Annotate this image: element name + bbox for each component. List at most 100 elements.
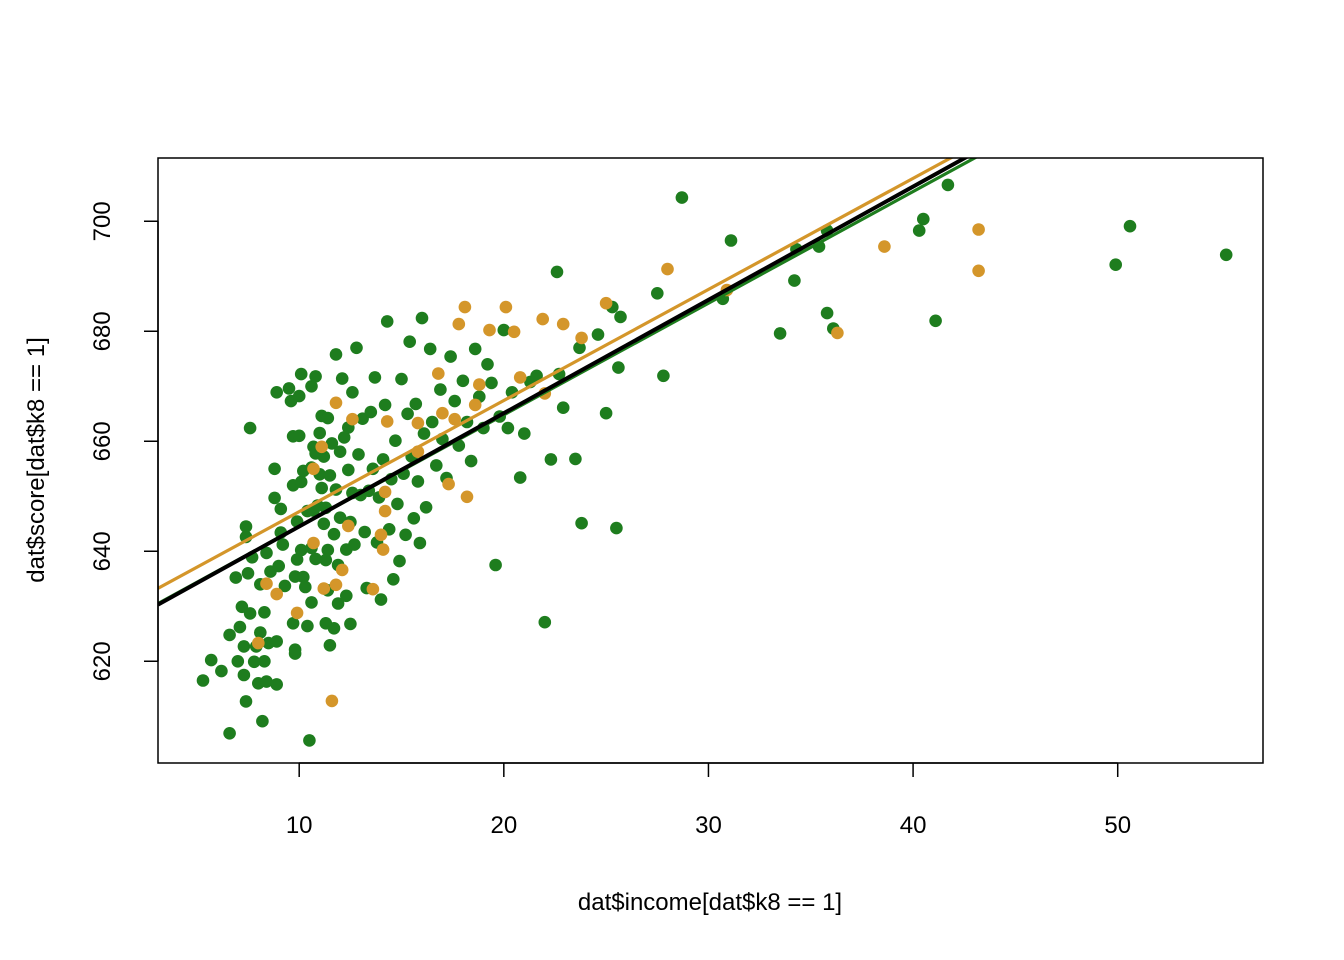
data-point-green bbox=[489, 558, 502, 572]
data-point-green bbox=[278, 579, 292, 593]
data-point-gold bbox=[536, 312, 549, 326]
data-point-gold bbox=[831, 326, 844, 340]
data-point-gold bbox=[458, 300, 472, 314]
data-point-green bbox=[292, 389, 306, 403]
data-point-gold bbox=[499, 300, 513, 314]
data-point-green bbox=[929, 314, 942, 328]
data-point-green bbox=[253, 626, 267, 639]
data-point-green bbox=[391, 497, 404, 511]
data-point-gold bbox=[342, 519, 355, 533]
data-point-green bbox=[282, 382, 296, 395]
data-point-gold bbox=[335, 563, 349, 577]
data-point-green bbox=[724, 234, 738, 247]
data-point-green bbox=[327, 527, 341, 541]
data-point-green bbox=[290, 553, 304, 566]
data-point-green bbox=[276, 538, 290, 551]
data-point-gold bbox=[442, 477, 455, 491]
data-point-gold bbox=[448, 412, 462, 426]
data-point-green bbox=[409, 397, 423, 411]
data-point-gold bbox=[972, 264, 985, 278]
data-point-green bbox=[294, 367, 308, 381]
data-point-gold bbox=[307, 462, 320, 476]
data-point-green bbox=[350, 341, 363, 355]
x-tick-label: 10 bbox=[286, 812, 313, 839]
data-point-gold bbox=[878, 240, 891, 253]
y-tick-label: 620 bbox=[89, 641, 116, 681]
data-point-gold bbox=[661, 262, 674, 276]
data-point-green bbox=[403, 335, 417, 349]
data-point-green bbox=[325, 437, 339, 450]
data-point-green bbox=[610, 521, 623, 535]
data-point-gold bbox=[483, 323, 496, 337]
data-point-green bbox=[329, 348, 343, 361]
data-point-green bbox=[294, 475, 308, 489]
data-point-green bbox=[1109, 258, 1122, 272]
data-point-gold bbox=[366, 582, 380, 596]
data-point-green bbox=[231, 655, 245, 668]
data-point-green bbox=[1123, 219, 1137, 233]
data-point-gold bbox=[251, 636, 265, 650]
data-point-green bbox=[239, 520, 253, 533]
data-point-green bbox=[313, 426, 327, 440]
data-point-green bbox=[544, 453, 558, 466]
data-point-green bbox=[319, 553, 333, 567]
data-point-green bbox=[258, 655, 271, 668]
x-tick-label: 20 bbox=[490, 812, 517, 839]
data-point-green bbox=[387, 573, 400, 586]
data-point-green bbox=[415, 311, 429, 325]
data-point-green bbox=[260, 675, 273, 688]
data-point-green bbox=[323, 469, 337, 482]
data-point-green bbox=[1219, 248, 1233, 262]
data-point-green bbox=[268, 491, 281, 505]
data-point-green bbox=[788, 274, 801, 287]
data-point-green bbox=[258, 606, 271, 619]
data-point-gold bbox=[432, 367, 445, 380]
data-point-green bbox=[315, 481, 329, 495]
data-point-green bbox=[430, 459, 443, 472]
data-point-gold bbox=[507, 325, 521, 339]
data-point-green bbox=[331, 597, 345, 610]
data-point-green bbox=[419, 501, 433, 514]
data-point-green bbox=[413, 536, 427, 550]
data-point-green bbox=[243, 607, 257, 620]
points-layer bbox=[196, 178, 1233, 747]
regression-lines bbox=[158, 158, 978, 607]
data-point-gold bbox=[452, 317, 466, 331]
data-point-green bbox=[303, 734, 316, 747]
x-tick-label: 40 bbox=[900, 812, 927, 839]
data-point-green bbox=[513, 471, 527, 484]
data-point-green bbox=[344, 617, 357, 631]
data-point-green bbox=[550, 265, 564, 279]
data-point-gold bbox=[380, 415, 394, 428]
data-point-green bbox=[773, 327, 787, 340]
x-axis: 10 20 30 40 50 bbox=[286, 762, 1131, 839]
data-point-gold bbox=[270, 587, 284, 601]
data-point-green bbox=[270, 678, 284, 691]
data-point-green bbox=[237, 668, 251, 682]
data-point-green bbox=[575, 516, 588, 530]
data-point-gold bbox=[378, 485, 392, 499]
data-point-green bbox=[393, 554, 406, 568]
data-point-green bbox=[352, 448, 365, 461]
data-point-green bbox=[204, 653, 218, 667]
data-point-green bbox=[556, 401, 570, 415]
data-point-green bbox=[342, 463, 355, 477]
data-point-green bbox=[368, 371, 382, 384]
data-point-green bbox=[337, 431, 351, 444]
y-tick-label: 680 bbox=[89, 311, 116, 351]
data-point-gold bbox=[307, 536, 320, 550]
data-point-green bbox=[346, 386, 359, 399]
data-point-green bbox=[274, 502, 288, 516]
data-point-green bbox=[270, 635, 284, 648]
data-point-green bbox=[485, 376, 498, 390]
data-point-green bbox=[599, 406, 613, 420]
data-point-gold bbox=[468, 398, 482, 412]
data-point-green bbox=[333, 445, 347, 459]
data-point-green bbox=[348, 538, 361, 551]
fit-line-black bbox=[158, 158, 969, 607]
data-point-green bbox=[941, 178, 955, 192]
data-point-green bbox=[448, 394, 462, 408]
x-tick-label: 50 bbox=[1104, 812, 1131, 839]
y-tick-label: 640 bbox=[89, 531, 116, 571]
